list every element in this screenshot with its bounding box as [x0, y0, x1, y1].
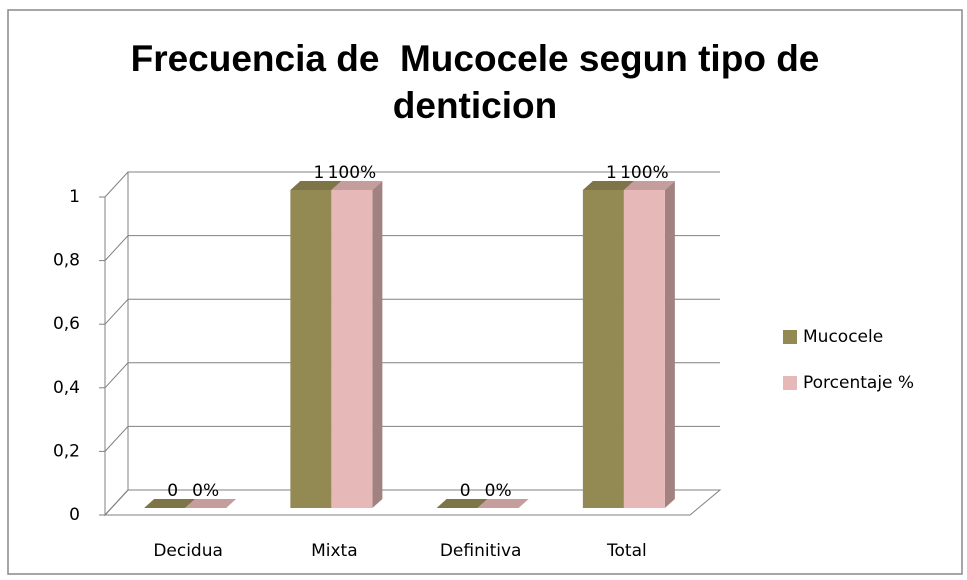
x-tick-label: Decidua — [153, 541, 223, 561]
data-label: 100% — [328, 163, 377, 183]
bar-top — [331, 181, 383, 190]
chart-border — [7, 9, 963, 575]
y-tick-label: 0,4 — [53, 378, 80, 398]
bar-top — [144, 499, 196, 508]
grid-line — [104, 362, 720, 389]
legend-label: Mucocele — [803, 327, 883, 347]
grid-line — [104, 171, 720, 198]
bar-top — [623, 181, 675, 190]
grid-line — [104, 489, 720, 516]
x-tick-label: Mixta — [311, 541, 358, 561]
legend-label: Porcentaje % — [803, 373, 914, 393]
y-tick-label: 0,8 — [53, 251, 80, 271]
data-label: 1 — [313, 163, 324, 183]
bar-top — [436, 499, 488, 508]
bar-top — [185, 499, 237, 508]
legend-swatch — [783, 330, 797, 344]
grid-line — [104, 235, 720, 261]
data-label: 0% — [485, 481, 512, 501]
data-label: 0% — [192, 481, 219, 501]
grid-line — [104, 425, 720, 452]
bar-top — [477, 499, 529, 508]
grid-line — [104, 298, 720, 325]
bar — [623, 190, 665, 508]
bar-top — [582, 181, 634, 190]
bar-side — [372, 181, 383, 508]
y-tick-label: 1 — [69, 187, 80, 207]
bar — [582, 190, 624, 508]
bar — [331, 190, 373, 508]
data-label: 0 — [167, 481, 178, 501]
x-tick-label: Total — [606, 541, 647, 561]
bar-top — [290, 181, 342, 190]
x-tick-label: Definitiva — [440, 541, 522, 561]
y-tick-label: 0,2 — [53, 441, 80, 461]
data-label: 100% — [620, 163, 669, 183]
y-tick-label: 0 — [69, 505, 80, 525]
legend-swatch — [783, 376, 797, 390]
data-label: 1 — [606, 163, 617, 183]
bar-side — [664, 181, 675, 508]
bar — [290, 190, 332, 508]
chart-title: Frecuencia de Mucocele segun tipo de den… — [130, 38, 830, 126]
data-label: 0 — [460, 481, 471, 501]
y-tick-label: 0,6 — [53, 314, 80, 334]
